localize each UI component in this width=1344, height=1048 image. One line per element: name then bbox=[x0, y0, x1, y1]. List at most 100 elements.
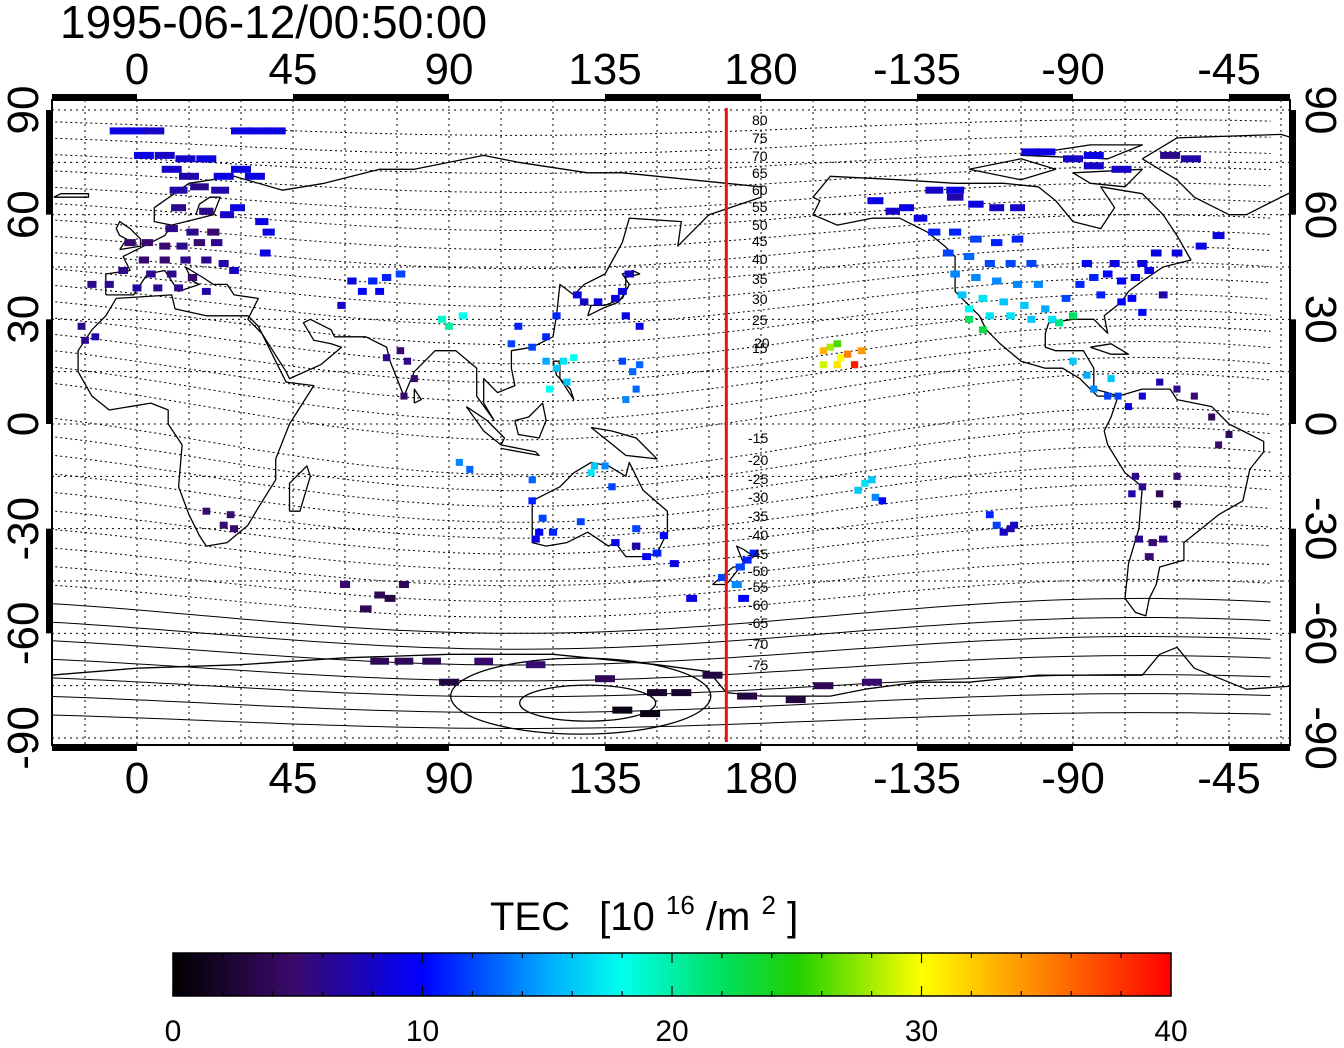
top-axis-bar bbox=[917, 94, 1073, 100]
tec-point bbox=[579, 298, 589, 306]
tec-point bbox=[913, 214, 928, 222]
tec-point bbox=[1109, 260, 1120, 267]
colorbar-unit-sup2: 2 bbox=[761, 890, 775, 920]
tec-point bbox=[1063, 155, 1083, 163]
tec-point bbox=[963, 253, 975, 260]
tec-point bbox=[220, 211, 235, 219]
top-axis-bar bbox=[52, 94, 137, 100]
contour-label: 45 bbox=[752, 233, 768, 249]
tec-point bbox=[587, 469, 595, 477]
contour-label: -75 bbox=[748, 657, 768, 673]
tec-point bbox=[1107, 375, 1115, 383]
tec-point bbox=[946, 186, 965, 194]
tec-point bbox=[230, 204, 245, 212]
bottom-axis-bar bbox=[917, 745, 1073, 751]
tec-point bbox=[878, 497, 887, 505]
tec-point bbox=[174, 284, 184, 292]
tec-point bbox=[514, 322, 523, 330]
top-lon-label: 180 bbox=[724, 45, 797, 94]
coastline bbox=[77, 294, 315, 547]
tec-point bbox=[1150, 249, 1162, 257]
tec-point bbox=[867, 197, 884, 205]
tec-point bbox=[1075, 280, 1085, 288]
tec-point bbox=[928, 228, 941, 236]
tec-point bbox=[525, 661, 546, 669]
top-lon-label: 135 bbox=[568, 45, 641, 94]
colorbar-ticks-layer: 0 10 20 30 40 bbox=[165, 953, 1188, 1048]
tec-point bbox=[171, 204, 186, 212]
magnetic-latitude-contour bbox=[52, 166, 1271, 194]
tec-point bbox=[850, 361, 859, 369]
colorbar-tick-label: 30 bbox=[905, 1015, 938, 1048]
bottom-axis-bar bbox=[293, 745, 449, 751]
top-lon-label: 90 bbox=[425, 45, 474, 94]
bottom-axis-bar bbox=[52, 745, 137, 751]
magnetic-latitude-contour bbox=[52, 340, 1271, 403]
tec-point bbox=[337, 301, 346, 309]
tec-point bbox=[144, 127, 165, 135]
contour-label: -20 bbox=[748, 452, 768, 468]
tec-point bbox=[833, 340, 842, 348]
tec-point bbox=[466, 465, 474, 473]
tec-point bbox=[1127, 294, 1137, 302]
tec-point bbox=[1005, 260, 1016, 267]
tec-point bbox=[161, 165, 182, 173]
tec-point bbox=[950, 270, 960, 278]
magnetic-latitude-contour bbox=[52, 325, 1271, 384]
bottom-lon-label: -45 bbox=[1197, 754, 1261, 803]
tec-point bbox=[438, 315, 447, 323]
tec-point bbox=[785, 696, 806, 704]
colorbar-tick-label: 0 bbox=[165, 1015, 182, 1048]
tec-point bbox=[608, 483, 616, 491]
left-lat-label: 60 bbox=[0, 190, 48, 239]
tec-point bbox=[991, 239, 1003, 247]
tec-point bbox=[669, 560, 679, 568]
tec-point bbox=[219, 521, 228, 529]
coastline bbox=[465, 406, 506, 446]
tec-point bbox=[1137, 260, 1148, 267]
tec-point bbox=[857, 347, 866, 355]
tec-point bbox=[735, 563, 745, 571]
tec-point bbox=[595, 675, 615, 683]
tec-point bbox=[965, 315, 974, 323]
tec-point bbox=[381, 274, 392, 281]
tec-point bbox=[398, 581, 409, 588]
top-lon-label: 0 bbox=[125, 45, 149, 94]
contour-label: -15 bbox=[748, 430, 768, 446]
top-lon-label: -90 bbox=[1041, 45, 1105, 94]
tec-point bbox=[899, 204, 914, 212]
tec-point bbox=[999, 298, 1008, 306]
tec-point bbox=[576, 518, 585, 526]
contour-label: -65 bbox=[748, 615, 768, 631]
tec-point bbox=[826, 343, 835, 351]
coastline bbox=[171, 196, 221, 226]
magnetic-latitude-contour bbox=[52, 521, 1271, 571]
contour-label: -50 bbox=[748, 563, 768, 579]
bottom-lon-label: -90 bbox=[1041, 754, 1105, 803]
tec-point bbox=[118, 267, 128, 274]
tec-point bbox=[1125, 403, 1132, 411]
left-lat-label: -90 bbox=[0, 706, 48, 770]
tec-point bbox=[659, 532, 669, 540]
tec-point bbox=[978, 326, 987, 334]
contour-label: -35 bbox=[748, 508, 768, 524]
tec-point bbox=[1155, 490, 1164, 498]
contour-label: 15 bbox=[752, 340, 768, 356]
tec-point bbox=[570, 354, 578, 362]
magnetic-latitude-contour bbox=[52, 464, 1271, 523]
tec-point bbox=[593, 298, 603, 306]
bottom-lon-label: -135 bbox=[873, 754, 961, 803]
tec-point bbox=[153, 284, 163, 292]
tec-point bbox=[1089, 274, 1099, 281]
contour-label: 50 bbox=[752, 217, 768, 233]
contour-label: 70 bbox=[752, 148, 768, 164]
magnetic-latitude-contour bbox=[52, 229, 1271, 270]
tec-point bbox=[1090, 385, 1098, 393]
colorbar-tick-label: 20 bbox=[655, 1015, 688, 1048]
colorbar-unit-sup: 16 bbox=[666, 890, 695, 920]
tec-point bbox=[187, 274, 198, 281]
tec-point bbox=[1027, 315, 1036, 323]
tec-point bbox=[1148, 539, 1157, 547]
tec-point bbox=[1158, 291, 1168, 299]
coastline bbox=[1141, 133, 1290, 216]
